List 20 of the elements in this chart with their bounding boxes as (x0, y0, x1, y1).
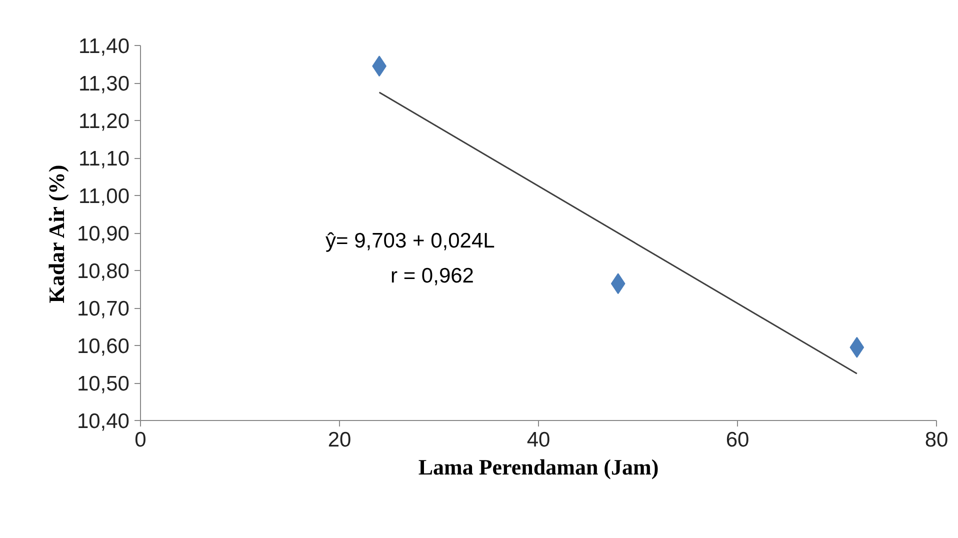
y-tick-label: 11,00 (78, 185, 130, 208)
y-tick-label: 10,40 (76, 410, 130, 433)
x-tick-label: 20 (328, 428, 352, 452)
x-tick-label: 40 (526, 428, 550, 452)
y-tick-label: 10,60 (76, 335, 130, 358)
y-tick-label: 10,90 (76, 222, 130, 246)
y-tick-label: 10,80 (76, 260, 130, 283)
y-tick-label: 11,30 (78, 72, 130, 96)
y-tick-label: 10,50 (76, 372, 130, 396)
annotation: ŷ= 9,703 + 0,024L (326, 230, 495, 252)
annotation: r = 0,962 (390, 264, 474, 288)
x-tick-label: 60 (726, 428, 750, 452)
y-axis-title: Kadar Air (%) (44, 164, 69, 304)
y-tick-label: 11,40 (78, 35, 130, 58)
y-tick-label: 10,70 (76, 298, 130, 320)
y-tick-label: 11,20 (78, 110, 130, 133)
y-tick-label: 11,10 (78, 148, 130, 170)
x-axis-title: Lama Perendaman (Jam) (418, 454, 659, 480)
x-tick-label: 80 (924, 428, 948, 452)
x-tick-label: 0 (134, 428, 146, 452)
